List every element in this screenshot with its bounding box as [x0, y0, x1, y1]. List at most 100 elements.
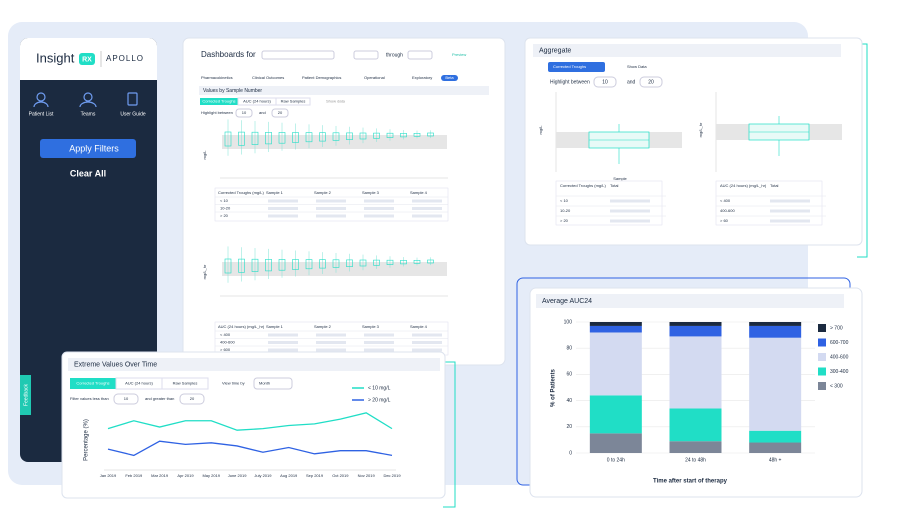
- input-value[interactable]: 20: [190, 396, 195, 401]
- legend-swatch: [818, 338, 826, 347]
- dropdown[interactable]: [548, 62, 605, 72]
- select-value[interactable]: Month: [259, 381, 270, 386]
- tab[interactable]: Raw Samples: [173, 381, 198, 386]
- tab[interactable]: Clinical Outcomes: [252, 75, 284, 80]
- logo: Insight: [36, 50, 75, 65]
- beta: Beta: [445, 75, 454, 80]
- input[interactable]: [271, 108, 289, 118]
- show-data[interactable]: Show data: [326, 99, 346, 104]
- tab[interactable]: Pharmacokinetics: [201, 75, 233, 80]
- table-header: AUC (24 hours) (mg/L_hr): [218, 324, 265, 329]
- clear-all[interactable]: Clear All: [70, 168, 106, 178]
- box: [386, 132, 394, 138]
- box: [224, 131, 232, 147]
- box: [292, 259, 299, 270]
- g: 0 20 40 60 80 100 0 to 24h 24 to 48h 48h + > 700 6…: [564, 319, 849, 463]
- box: [319, 259, 326, 269]
- input-value[interactable]: 10: [602, 79, 608, 85]
- table-header: Total: [610, 183, 619, 188]
- highlight: Highlight between: [550, 79, 590, 85]
- tab-active[interactable]: [70, 378, 116, 389]
- input-value[interactable]: 10: [242, 110, 247, 115]
- table-header: Corrected Troughs (mg/L): [218, 190, 264, 195]
- box: [332, 132, 340, 141]
- select[interactable]: [253, 377, 293, 390]
- x-tick-label: June 2019: [228, 473, 247, 478]
- table-cell: > 60: [720, 218, 729, 223]
- input[interactable]: [179, 393, 205, 405]
- x-tick-label: Oct 2019: [332, 473, 349, 478]
- x-tick-label: Dec 2019: [383, 473, 401, 478]
- table-cell: 10-20: [220, 206, 231, 211]
- tab[interactable]: Exploratory: [412, 75, 432, 80]
- filter-label: Filter values less than: [70, 396, 109, 401]
- x-tick-label: Nov 2019: [358, 473, 376, 478]
- placeholder: [770, 199, 810, 203]
- input[interactable]: [113, 393, 139, 405]
- feedback[interactable]: Feedback: [23, 384, 29, 406]
- table-cell: < 400: [720, 198, 731, 203]
- tab[interactable]: AUC (24 hours): [125, 381, 153, 386]
- select[interactable]: [261, 50, 335, 60]
- subtab[interactable]: Corrected Troughs: [202, 99, 235, 104]
- input[interactable]: [639, 76, 663, 88]
- panel-header: [536, 294, 844, 308]
- line-series: [107, 440, 393, 457]
- date-input[interactable]: [353, 50, 379, 60]
- dropdown-label[interactable]: Corrected Troughs: [553, 64, 586, 69]
- input[interactable]: [235, 108, 253, 118]
- y-label: mg/L_hr: [698, 122, 703, 137]
- show-data[interactable]: Show Data: [627, 64, 647, 69]
- date-input[interactable]: [407, 50, 433, 60]
- preview[interactable]: Preview: [452, 52, 466, 57]
- tab[interactable]: Operational: [364, 75, 385, 80]
- input-value[interactable]: 10: [124, 396, 129, 401]
- table-header: Sample 4: [410, 190, 428, 195]
- bar-segment: [589, 433, 642, 453]
- table-cell: > 600: [220, 347, 231, 352]
- table-frame: [214, 187, 449, 222]
- apply-label[interactable]: Apply Filters: [69, 143, 119, 153]
- tab-box[interactable]: [161, 377, 209, 390]
- table-header: Sample 3: [362, 324, 380, 329]
- table-header: Corrected Troughs (mg/L): [560, 183, 606, 188]
- box: [400, 259, 407, 265]
- legend-label: > 700: [830, 325, 843, 331]
- input-value[interactable]: 20: [278, 110, 283, 115]
- nav-item[interactable]: Patient List: [29, 111, 54, 117]
- legend-swatch: [818, 324, 826, 332]
- table-cell: > 20: [220, 213, 229, 218]
- box: [427, 132, 434, 137]
- nav-item[interactable]: User Guide: [120, 111, 146, 117]
- box: [346, 259, 353, 267]
- bar-segment: [589, 332, 642, 396]
- dashboard-title: Dashboards for: [201, 50, 256, 59]
- subtab-active[interactable]: [200, 98, 238, 105]
- highlight-band: [222, 262, 447, 276]
- subtab[interactable]: AUC (24 hours): [243, 99, 271, 104]
- box: [265, 132, 272, 145]
- table-header: Sample 2: [314, 324, 332, 329]
- subtab-box[interactable]: [275, 97, 311, 106]
- input-value[interactable]: 20: [648, 79, 654, 85]
- nav-icon: [83, 92, 93, 102]
- placeholder: [268, 199, 298, 203]
- nav-item[interactable]: Teams: [81, 111, 96, 117]
- apply-button[interactable]: [40, 139, 136, 158]
- subtab[interactable]: Raw Samples: [281, 99, 306, 104]
- feedback-tab[interactable]: [20, 375, 31, 415]
- x-tick-label: Aug 2019: [280, 473, 298, 478]
- legend-label: > 20 mg/L: [368, 397, 391, 403]
- placeholder: [268, 341, 298, 344]
- tab[interactable]: Patient Demographics: [302, 75, 341, 80]
- x-tick-label: July 2019: [254, 473, 272, 478]
- placeholder: [412, 348, 442, 352]
- g: Jan 2019 Feb 2019 Mar 2019 Apr 2019 May 2019…: [100, 385, 402, 478]
- box: [413, 133, 421, 137]
- bar-segment: [589, 322, 642, 326]
- placeholder: [610, 209, 650, 213]
- x-tick-label: Feb 2019: [125, 473, 143, 478]
- tab[interactable]: Corrected Troughs: [76, 381, 109, 386]
- input[interactable]: [593, 76, 617, 88]
- bar-segment: [589, 395, 642, 434]
